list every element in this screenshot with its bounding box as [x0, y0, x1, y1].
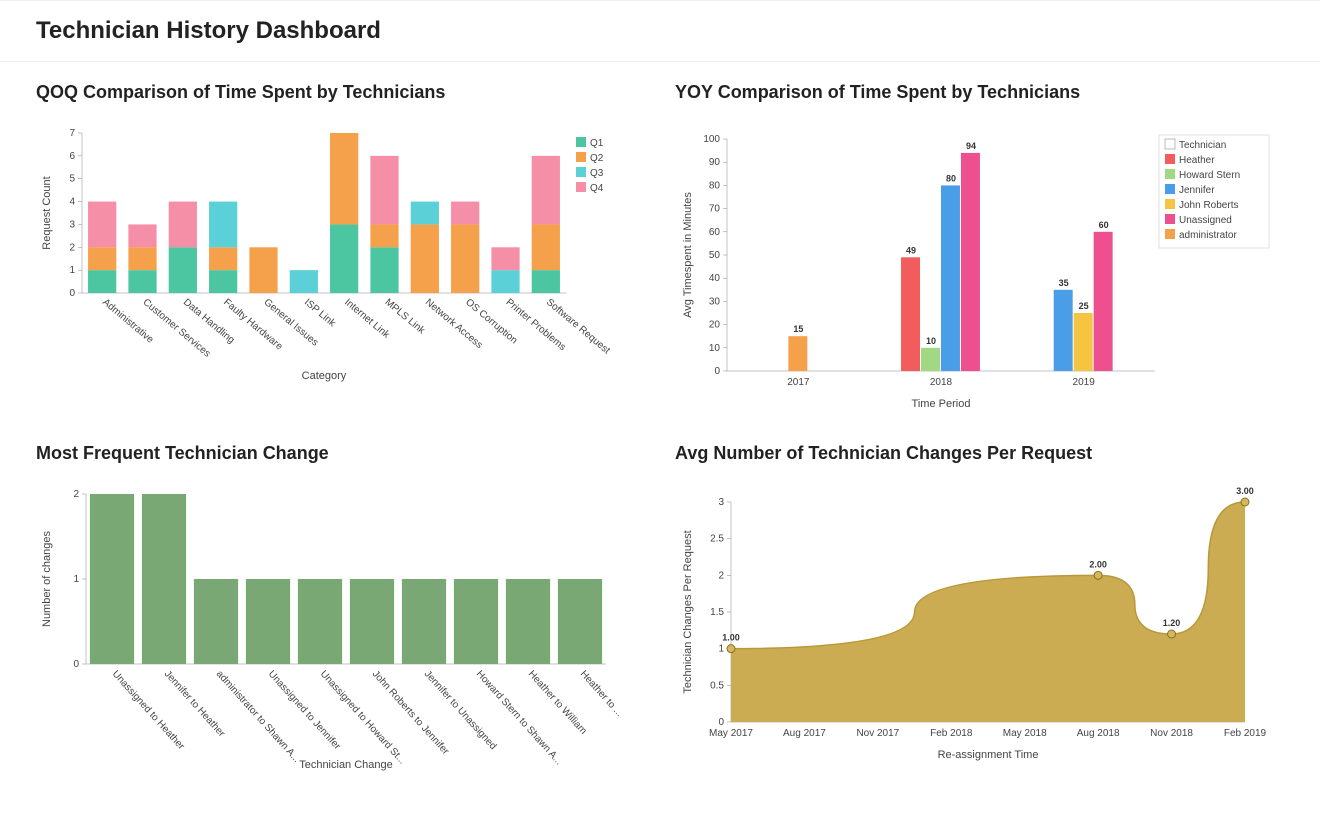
- svg-text:70: 70: [709, 204, 721, 215]
- svg-text:49: 49: [906, 245, 916, 255]
- svg-text:administrator to Shawn A...: administrator to Shawn A...: [214, 669, 302, 765]
- dashboard-header: Technician History Dashboard: [0, 0, 1320, 62]
- svg-text:0: 0: [69, 288, 75, 299]
- svg-text:Aug 2018: Aug 2018: [1077, 728, 1120, 739]
- svg-text:Request Count: Request Count: [41, 176, 53, 249]
- svg-text:Technician: Technician: [1179, 140, 1226, 151]
- svg-text:Q2: Q2: [590, 153, 604, 164]
- svg-text:1: 1: [73, 574, 79, 585]
- svg-text:10: 10: [709, 343, 721, 354]
- yoy-title: YOY Comparison of Time Spent by Technici…: [675, 82, 1284, 103]
- svg-text:1: 1: [69, 265, 75, 276]
- svg-text:Category: Category: [302, 370, 347, 382]
- svg-text:80: 80: [709, 180, 721, 191]
- svg-text:Heather: Heather: [1179, 155, 1215, 166]
- svg-text:2: 2: [69, 242, 75, 253]
- svg-text:Nov 2017: Nov 2017: [856, 728, 899, 739]
- svg-text:3: 3: [69, 219, 75, 230]
- qoq-panel: QOQ Comparison of Time Spent by Technici…: [36, 82, 645, 413]
- svg-text:30: 30: [709, 296, 721, 307]
- dashboard-title: Technician History Dashboard: [36, 17, 1284, 45]
- svg-text:25: 25: [1079, 301, 1089, 311]
- svg-text:100: 100: [703, 134, 720, 145]
- svg-text:1.20: 1.20: [1163, 618, 1181, 628]
- svg-text:94: 94: [966, 141, 976, 151]
- svg-text:2: 2: [718, 570, 724, 581]
- svg-text:2.00: 2.00: [1089, 559, 1107, 569]
- svg-text:60: 60: [709, 227, 721, 238]
- svg-text:Howard Stern: Howard Stern: [1179, 170, 1240, 181]
- svg-text:6: 6: [69, 151, 75, 162]
- svg-text:Customer Services: Customer Services: [141, 297, 213, 360]
- svg-text:5: 5: [69, 174, 75, 185]
- svg-text:2019: 2019: [1073, 377, 1096, 388]
- svg-text:2018: 2018: [930, 377, 953, 388]
- svg-text:0: 0: [714, 366, 720, 377]
- freq-title: Most Frequent Technician Change: [36, 443, 645, 464]
- svg-text:15: 15: [793, 324, 803, 334]
- svg-text:1.5: 1.5: [710, 607, 724, 618]
- avg-panel: Avg Number of Technician Changes Per Req…: [675, 443, 1284, 774]
- freq-chart: 012Unassigned to HeatherJennifer to Heat…: [36, 484, 636, 774]
- svg-text:Technician Change: Technician Change: [299, 759, 393, 771]
- svg-text:Q1: Q1: [590, 138, 604, 149]
- svg-text:7: 7: [69, 128, 75, 139]
- freq-panel: Most Frequent Technician Change 0 1 2 Unass…: [36, 443, 645, 774]
- qoq-title: QOQ Comparison of Time Spent by Technici…: [36, 82, 645, 103]
- svg-text:Re-assignment Time: Re-assignment Time: [938, 749, 1039, 761]
- svg-text:May 2018: May 2018: [1003, 728, 1047, 739]
- svg-text:0.5: 0.5: [710, 680, 724, 691]
- svg-text:Q4: Q4: [590, 183, 604, 194]
- svg-text:Q3: Q3: [590, 168, 604, 179]
- svg-text:Howard Stern to Shawn A...: Howard Stern to Shawn A...: [474, 669, 564, 768]
- dashboard-grid: QOQ Comparison of Time Spent by Technici…: [0, 62, 1320, 804]
- avg-title: Avg Number of Technician Changes Per Req…: [675, 443, 1284, 464]
- svg-text:Unassigned: Unassigned: [1179, 215, 1232, 226]
- svg-text:2.5: 2.5: [710, 534, 724, 545]
- yoy-chart: 0 10 20 30 40 50 60 70 80 90 100 15 2017 49 10 80 94 2018…: [675, 123, 1275, 413]
- svg-text:0: 0: [718, 717, 724, 728]
- svg-text:Heather to ...: Heather to ...: [578, 669, 625, 719]
- svg-text:May 2017: May 2017: [709, 728, 753, 739]
- svg-text:3.00: 3.00: [1236, 486, 1254, 496]
- svg-text:1: 1: [718, 644, 724, 655]
- svg-text:0: 0: [73, 659, 79, 670]
- svg-text:90: 90: [709, 157, 721, 168]
- svg-text:Technician Changes Per Request: Technician Changes Per Request: [682, 530, 694, 693]
- svg-text:2017: 2017: [787, 377, 810, 388]
- svg-text:20: 20: [709, 320, 721, 331]
- svg-text:Feb 2019: Feb 2019: [1224, 728, 1267, 739]
- avg-chart: 0 0.5 1 1.5 2 2.5 3 May 2017 Aug 2017 Nov 2017 Feb…: [675, 484, 1275, 764]
- svg-text:Nov 2018: Nov 2018: [1150, 728, 1193, 739]
- svg-text:1.00: 1.00: [722, 633, 740, 643]
- svg-text:Jennifer: Jennifer: [1179, 185, 1215, 196]
- svg-text:Aug 2017: Aug 2017: [783, 728, 826, 739]
- svg-text:10: 10: [926, 336, 936, 346]
- svg-text:80: 80: [946, 173, 956, 183]
- svg-text:35: 35: [1059, 278, 1069, 288]
- svg-text:administrator: administrator: [1179, 230, 1237, 241]
- svg-text:40: 40: [709, 273, 721, 284]
- yoy-panel: YOY Comparison of Time Spent by Technici…: [675, 82, 1284, 413]
- svg-text:ISP Link: ISP Link: [302, 297, 338, 330]
- svg-text:Feb 2018: Feb 2018: [930, 728, 973, 739]
- svg-text:John Roberts: John Roberts: [1179, 200, 1238, 211]
- svg-text:Avg Timespent in Minutes: Avg Timespent in Minutes: [682, 192, 694, 318]
- qoq-chart: 01234567AdministrativeCustomer ServicesD…: [36, 123, 636, 383]
- svg-text:Number of changes: Number of changes: [41, 531, 53, 627]
- svg-text:3: 3: [718, 497, 724, 508]
- svg-text:60: 60: [1099, 220, 1109, 230]
- svg-text:2: 2: [73, 489, 79, 500]
- svg-text:50: 50: [709, 250, 721, 261]
- svg-text:4: 4: [69, 197, 75, 208]
- svg-text:Time Period: Time Period: [912, 398, 971, 410]
- svg-text:Unassigned to Howard St...: Unassigned to Howard St...: [318, 669, 408, 767]
